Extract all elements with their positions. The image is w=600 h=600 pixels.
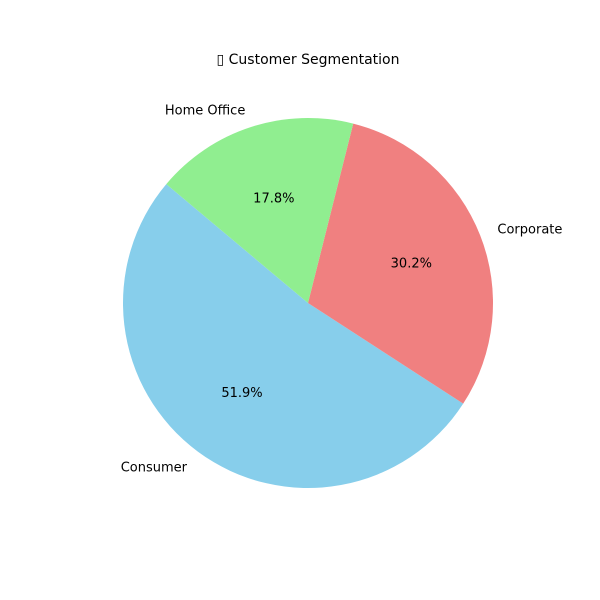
pie-labels: Consumer 51.9% Corporate 30.2% Home Office 17… xyxy=(121,103,563,475)
category-label: Corporate xyxy=(497,223,562,238)
chart-title: ▯ Customer Segmentation xyxy=(216,52,399,68)
percent-label: 51.9% xyxy=(221,386,262,401)
category-label: Consumer xyxy=(121,461,188,476)
percent-label: 30.2% xyxy=(391,256,432,271)
pie-slice-home-office xyxy=(166,118,354,303)
pie-slice-consumer xyxy=(123,184,464,488)
percent-label: 17.8% xyxy=(253,191,294,206)
category-label: Home Office xyxy=(165,103,245,118)
pie-slice-corporate xyxy=(308,123,493,404)
pie-slices xyxy=(123,118,493,488)
